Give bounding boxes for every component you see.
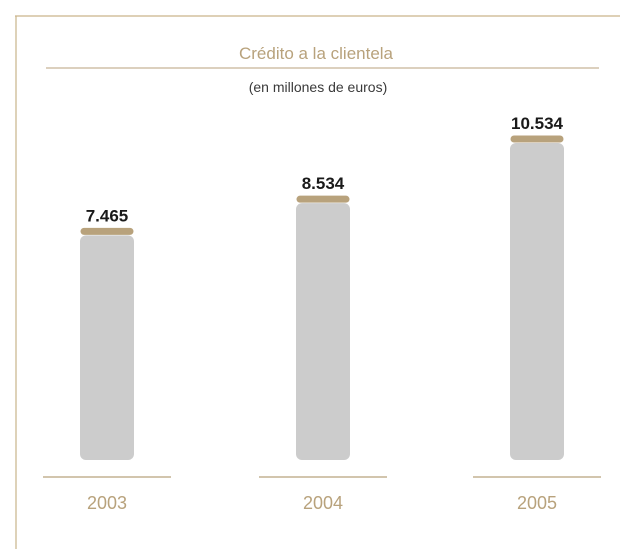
category-label-2004: 2004 (303, 493, 343, 513)
value-label-2004: 8.534 (302, 174, 345, 193)
bar-group: 7.465 2003 8.534 2004 10.534 2005 (43, 114, 601, 513)
bar-2004 (296, 203, 350, 460)
value-label-2005: 10.534 (511, 114, 564, 133)
chart-subtitle: (en millones de euros) (249, 79, 388, 95)
bar-2005 (510, 143, 564, 460)
bar-2003 (80, 235, 134, 460)
chart-title: Crédito a la clientela (239, 44, 394, 63)
value-label-2003: 7.465 (86, 206, 129, 225)
category-label-2003: 2003 (87, 493, 127, 513)
category-label-2005: 2005 (517, 493, 557, 513)
